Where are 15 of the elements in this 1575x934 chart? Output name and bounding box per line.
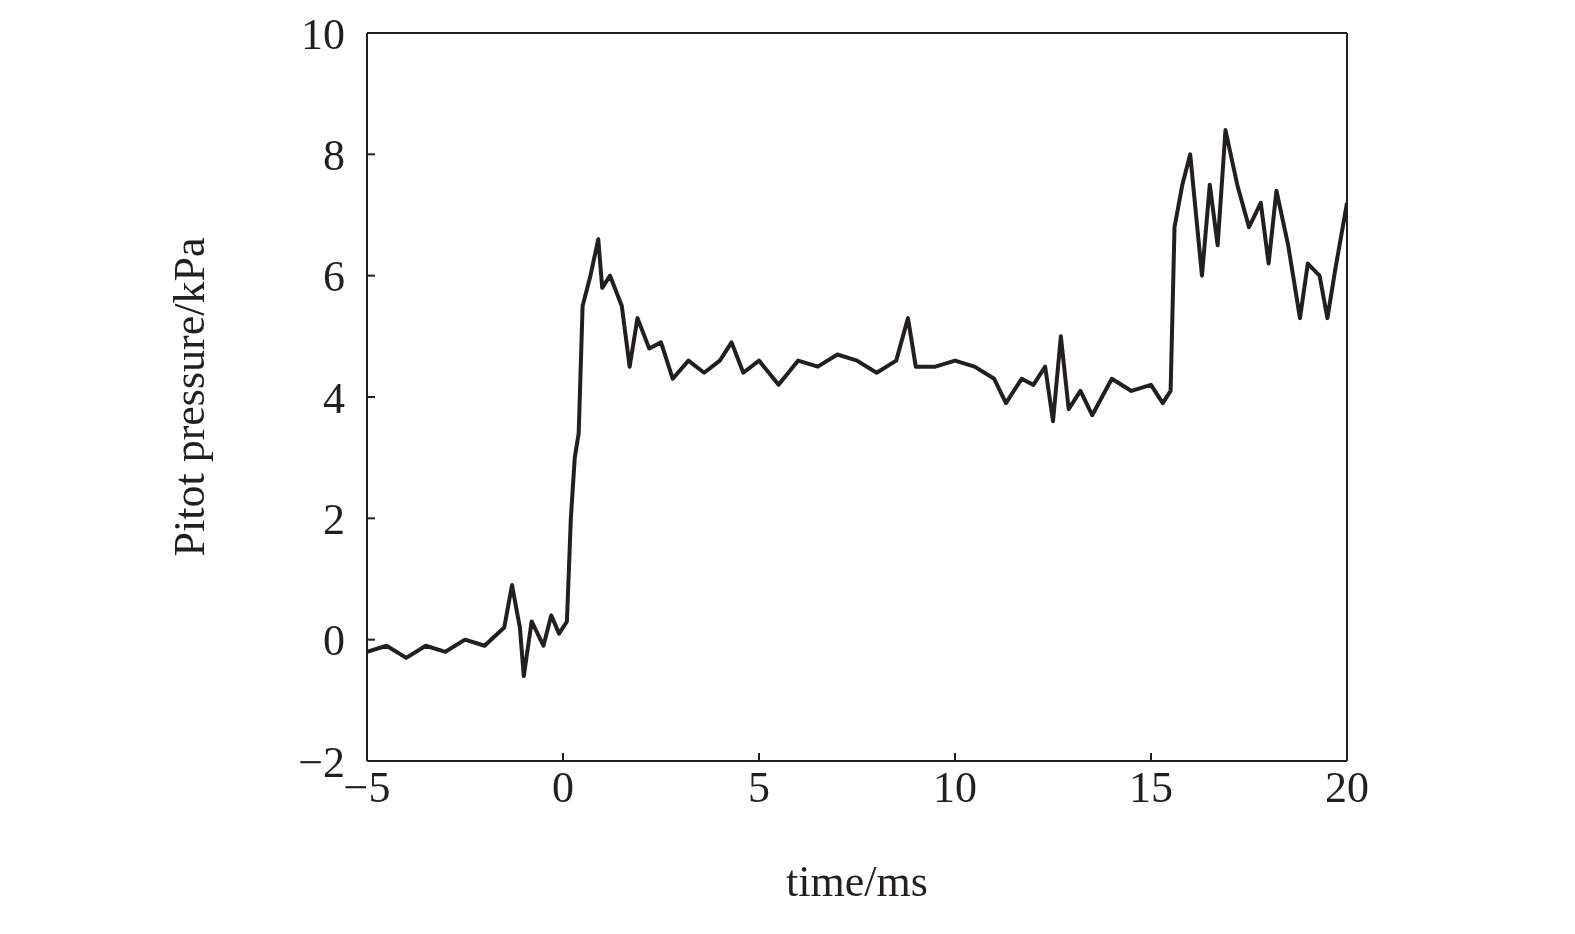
x-tick-label: 0 (552, 763, 574, 813)
y-axis-title: Pitot pressure/kPa (164, 237, 214, 557)
x-axis-title: time/ms (786, 857, 928, 906)
y-tick-label: 4 (323, 373, 345, 423)
y-tick-label: 0 (323, 616, 345, 666)
y-tick-label: −2 (298, 737, 345, 787)
x-tick-label: 20 (1325, 763, 1369, 813)
y-tick-label: 8 (323, 130, 345, 180)
x-tick-label: −5 (343, 763, 391, 813)
y-tick-label: 10 (301, 9, 345, 59)
x-tick-label: 10 (933, 763, 977, 813)
x-tick-label: 5 (748, 763, 770, 813)
y-tick-label: 2 (323, 494, 345, 544)
x-tick-label: 15 (1129, 763, 1173, 813)
y-tick-label: 6 (323, 252, 345, 302)
